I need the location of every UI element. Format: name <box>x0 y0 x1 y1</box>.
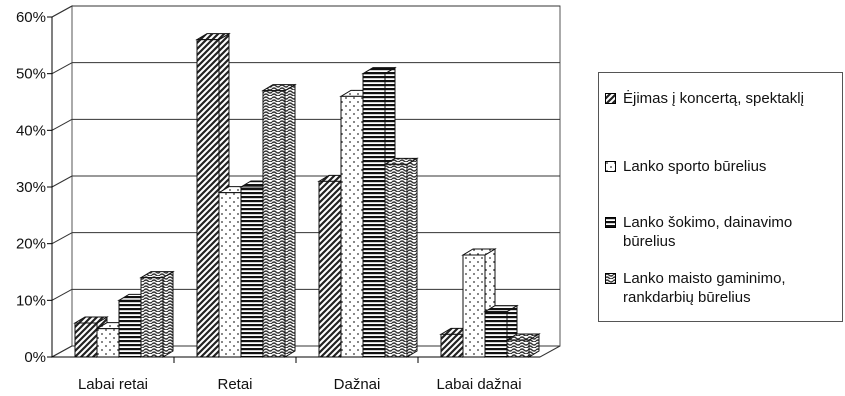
bar-front <box>384 163 408 358</box>
bar-side <box>284 83 296 358</box>
y-tick-label: 40% <box>16 122 46 139</box>
bar-front <box>218 192 242 358</box>
bar-front <box>96 328 120 358</box>
legend-label: Lanko sporto būrelius <box>623 158 767 175</box>
bar-front <box>440 333 464 358</box>
bar-side <box>162 270 174 358</box>
legend-item: Ėjimas į koncertą, spektaklį <box>605 89 804 108</box>
y-tick-label: 10% <box>16 292 46 309</box>
legend-item: Lanko sporto būrelius <box>605 157 766 176</box>
bar-front <box>196 39 220 358</box>
legend-label: Lanko maisto gaminimo, <box>623 270 786 287</box>
bar-front <box>462 254 486 358</box>
legend-item: Lanko maisto gaminimo, rankdarbių būreli… <box>605 269 786 307</box>
legend-swatch-dots <box>605 161 616 172</box>
bar-front <box>362 73 386 358</box>
legend-label: Ėjimas į koncertą, spektaklį <box>623 90 804 107</box>
legend-label: rankdarbių būrelius <box>623 289 751 306</box>
bar <box>505 333 541 358</box>
gridline-side <box>51 175 73 188</box>
y-tick-label: 20% <box>16 236 46 253</box>
bar-front <box>262 90 286 358</box>
y-tick-label: 30% <box>16 179 46 196</box>
bar <box>261 83 297 358</box>
legend-swatch-horizontal <box>605 217 616 228</box>
bar-front <box>140 277 164 358</box>
bar-front <box>340 95 364 358</box>
bar-front <box>506 339 530 358</box>
bar <box>139 270 175 358</box>
bar-front <box>74 322 98 358</box>
gridline-side <box>51 5 73 18</box>
x-tick-label: Dažnai <box>334 376 381 393</box>
bar-front <box>484 311 508 358</box>
x-tick-label: Retai <box>217 376 252 393</box>
legend: Ėjimas į koncertą, spektaklį Lanko sport… <box>598 72 843 322</box>
gridline-side <box>51 118 73 131</box>
x-tick-label: Labai dažnai <box>436 376 521 393</box>
legend-swatch-wave <box>605 273 616 284</box>
gridline-side <box>51 288 73 301</box>
bar-front <box>118 299 142 358</box>
legend-swatch-diagonal <box>605 93 616 104</box>
y-tick-label: 50% <box>16 66 46 83</box>
bar-side <box>406 157 418 358</box>
legend-item: Lanko šokimo, dainavimo būrelius <box>605 213 792 251</box>
bar-front <box>318 180 342 358</box>
tick-labels: 0% 10% 20% 30% 40% 50% 60% Labai retai Retai Dažn… <box>16 9 522 393</box>
bar-front <box>240 186 264 358</box>
legend-label: Lanko šokimo, dainavimo <box>623 214 793 231</box>
y-tick-label: 0% <box>24 349 46 366</box>
legend-label: būrelius <box>623 233 676 250</box>
gridline-side <box>51 62 73 75</box>
y-tick-label: 60% <box>16 9 46 26</box>
gridline-side <box>51 232 73 245</box>
x-tick-label: Labai retai <box>78 376 148 393</box>
bar <box>383 157 419 358</box>
